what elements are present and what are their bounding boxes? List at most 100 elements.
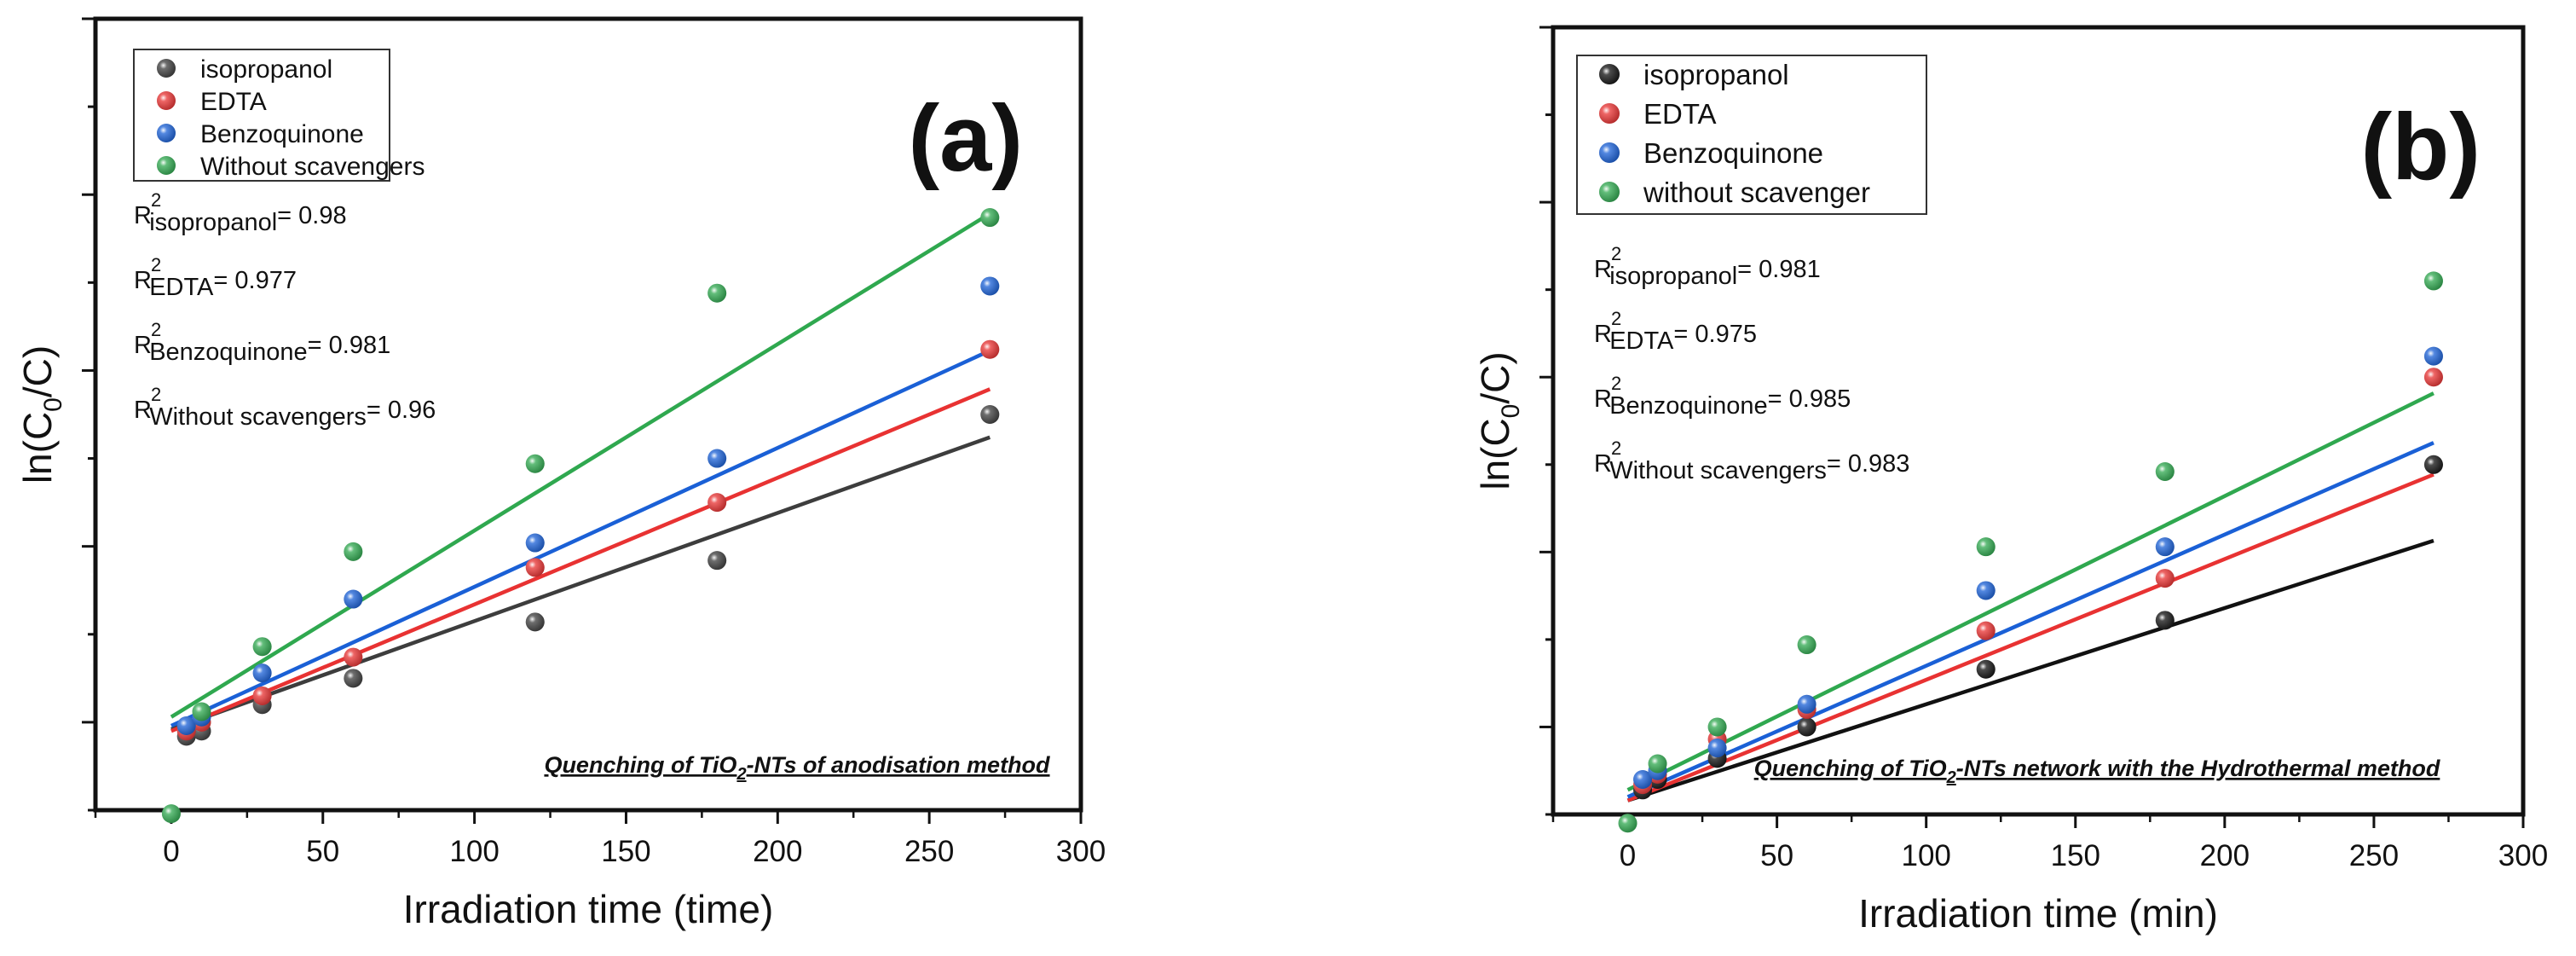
x-tick-label: 100 [449,835,499,868]
data-point-without-scavengers [344,542,363,561]
chart-a: 0 50 100 150 200 250 300 Irradiation time (time… [15,16,1106,931]
data-point-without-scavengers [161,804,181,824]
point-shine [344,647,363,667]
legend: isopropanol EDTA Benzoquinone Without scave… [133,49,425,182]
data-point-edta [2155,569,2175,588]
point-shine [708,283,727,303]
legend-marker-shine [1599,142,1620,163]
point-shine [252,663,272,683]
r2-subscript-benzoquinone: Benzoquinone [1609,392,1767,420]
data-point-without-scavenger [2155,461,2175,481]
legend-box [1576,55,1927,215]
x-tick-label: 250 [2349,839,2399,872]
point-shine [2155,611,2175,630]
data-point-without-scavenger [1648,754,1667,773]
point-shine [192,702,211,721]
fit-line-benzoquinone [1626,441,2434,799]
r2-symbol: R [1594,256,1612,283]
x-tick-label: 300 [2498,839,2548,872]
data-point-edta [525,558,545,577]
r2-symbol: R [134,332,152,359]
legend-marker-shine [157,91,176,110]
x-tick-label: 200 [753,835,802,868]
point-shine [252,686,272,705]
data-point-edta [980,339,1000,359]
data-point-without-scavenger [1707,717,1727,737]
point-shine [1976,581,1996,600]
point-shine [161,804,181,824]
r2-value: = 0.96 [367,397,436,424]
fit-line-benzoquinone [170,349,991,728]
r2-annotation: R2 isopropanol= 0.98 [134,189,347,236]
data-point-benzoquinone [1976,581,1996,600]
r2-symbol: R [134,397,152,424]
r2-annotation: R2 Without scavengers= 0.983 [1594,437,1909,484]
point-shine [344,542,363,561]
legend-box [133,49,390,182]
r2-annotation: R2 EDTA= 0.975 [1594,308,1757,355]
point-shine [2155,569,2175,588]
chart-b: 0 50 100 150 200 250 300 Irradiation time (min)… [1473,25,2548,936]
r2-superscript: 2 [1611,308,1621,329]
data-point-edta [344,647,363,667]
plot-frame [1551,25,2526,817]
data-point-edta [2423,368,2443,387]
r2-superscript: 2 [151,254,161,275]
point-shine [1633,769,1653,789]
x-tick-label: 300 [1056,835,1106,868]
data-point-isopropanol [344,669,363,688]
legend-marker-shine [1599,64,1620,84]
point-shine [980,276,1000,296]
r2-symbol: R [134,202,152,229]
point-shine [176,716,196,736]
data-point-without-scavengers [252,637,272,657]
y-axis-title-main: ln(C [1473,418,1517,490]
y-axis-title-tail: /C) [15,345,60,397]
data-point-without-scavenger [1797,635,1816,655]
y-axis-title-subscript: 0 [1497,404,1525,419]
r2-value: = 0.983 [1827,450,1910,478]
point-shine [708,493,727,513]
point-shine [525,533,545,553]
r2-value: = 0.975 [1673,321,1757,348]
r2-subscript-edta: EDTA [149,274,214,301]
point-shine [1976,621,1996,640]
x-tick-label: 0 [1620,839,1636,872]
point-shine [1618,814,1637,833]
data-point-benzoquinone [1633,769,1653,789]
legend-marker-shine [1599,182,1620,202]
point-shine [1797,694,1816,714]
point-shine [2155,537,2175,557]
point-shine [2423,346,2443,366]
data-point-edta [252,686,272,705]
point-shine [980,208,1000,228]
caption-subscript: 2 [1946,768,1956,787]
data-point-benzoquinone [2423,346,2443,366]
point-shine [252,637,272,657]
fit-line-edta [170,387,991,733]
r2-subscript-without-scavengers: Without scavengers [1609,457,1827,484]
r2-superscript: 2 [1611,243,1621,264]
r2-value: = 0.981 [1737,256,1821,283]
data-point-without-scavenger [1618,814,1637,833]
point-shine [980,339,1000,359]
data-point-benzoquinone [1797,694,1816,714]
data-point-isopropanol [2155,611,2175,630]
point-shine [344,589,363,609]
point-shine [1976,659,1996,679]
r2-subscript-benzoquinone: Benzoquinone [149,339,307,366]
data-point-edta [1976,621,1996,640]
y-axis-title-tail: /C) [1473,351,1517,403]
legend-label-edta: EDTA [200,88,267,116]
fit-line-isopropanol [170,435,991,732]
data-point-benzoquinone [525,533,545,553]
data-point-isopropanol [1976,659,1996,679]
r2-superscript: 2 [151,319,161,340]
r2-superscript: 2 [1611,373,1621,394]
caption-tail: -NTs of anodisation method [747,752,1050,778]
point-shine [2423,368,2443,387]
legend-marker-shine [1599,103,1620,124]
panel-caption: Quenching of TiO2-NTs of anodisation met… [544,752,1050,784]
x-axis-title: Irradiation time (time) [403,887,774,931]
fit-line-edta [1626,472,2434,802]
